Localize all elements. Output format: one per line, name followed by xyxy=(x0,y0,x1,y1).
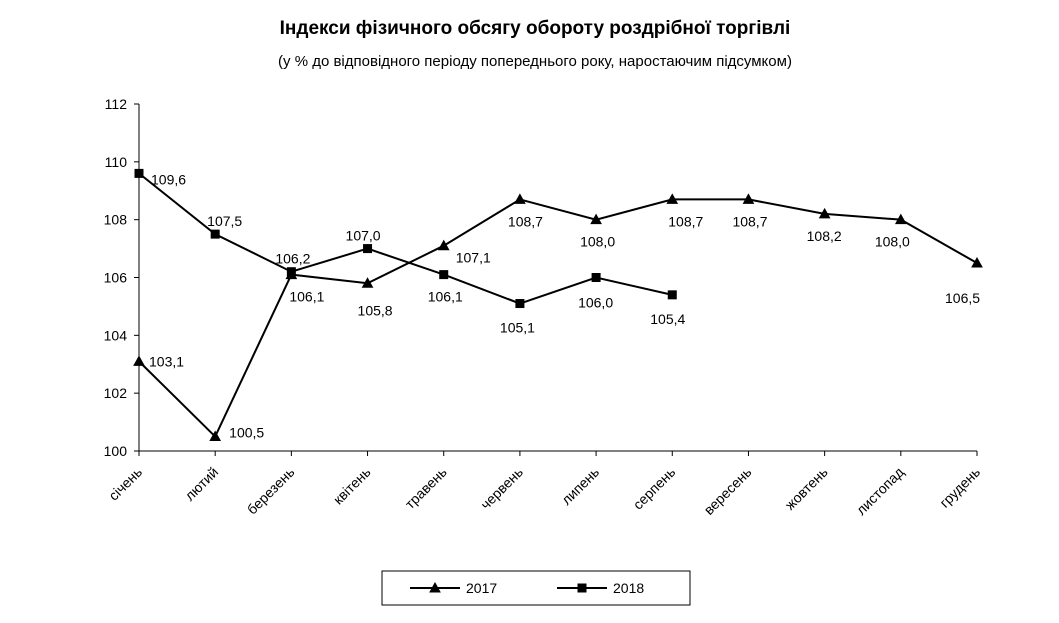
data-label: 108,0 xyxy=(580,234,615,250)
data-label: 107,1 xyxy=(456,250,491,266)
data-label: 106,1 xyxy=(289,289,324,305)
data-point xyxy=(210,229,220,239)
data-label: 106,0 xyxy=(578,295,613,311)
series-line xyxy=(138,198,978,439)
data-label: 108,7 xyxy=(508,213,543,229)
data-label: 108,7 xyxy=(668,213,703,229)
chart-subtitle: (у % до відповідного періоду попередньог… xyxy=(278,53,792,70)
data-point xyxy=(361,277,374,288)
data-point xyxy=(439,270,449,280)
x-tick-label: листопад xyxy=(853,464,907,518)
data-label: 108,7 xyxy=(732,213,767,229)
data-point xyxy=(971,257,983,268)
legend-label: 2018 xyxy=(613,580,644,596)
legend-marker xyxy=(429,581,441,593)
y-tick-label: 104 xyxy=(104,327,128,343)
data-label: 108,0 xyxy=(875,234,910,250)
data-point xyxy=(742,193,755,204)
data-point xyxy=(667,290,677,300)
x-tick-label: січень xyxy=(105,464,145,504)
chart-title: Індекси фізичного обсягу обороту роздріб… xyxy=(280,18,791,39)
data-label: 100,5 xyxy=(229,425,264,441)
data-point xyxy=(515,299,525,309)
y-tick-label: 110 xyxy=(105,154,128,170)
x-tick-label: липень xyxy=(558,464,602,508)
series-line xyxy=(138,172,673,305)
data-point xyxy=(514,193,526,204)
data-label: 107,0 xyxy=(346,228,381,244)
data-point xyxy=(286,267,296,277)
x-tick-label: квітень xyxy=(330,464,374,508)
data-label: 106,5 xyxy=(945,290,980,306)
data-label: 103,1 xyxy=(149,353,184,369)
data-point xyxy=(134,168,144,178)
data-point xyxy=(133,355,145,366)
data-label: 107,5 xyxy=(207,213,242,229)
data-label: 105,1 xyxy=(500,320,535,336)
x-tick-label: грудень xyxy=(936,464,983,511)
y-tick-label: 108 xyxy=(104,212,128,228)
data-point xyxy=(894,213,907,225)
data-point xyxy=(590,213,602,225)
y-tick-label: 102 xyxy=(104,385,128,401)
x-tick-label: червень xyxy=(477,464,526,513)
data-label: 106,2 xyxy=(275,251,310,267)
y-tick-label: 100 xyxy=(104,443,128,459)
data-point xyxy=(363,244,373,254)
x-tick-label: лютий xyxy=(181,464,221,504)
data-point xyxy=(437,239,450,251)
x-tick-label: березень xyxy=(244,464,298,518)
data-point xyxy=(591,273,601,282)
x-tick-label: травень xyxy=(402,464,450,512)
data-label: 109,6 xyxy=(151,171,186,187)
data-label: 106,1 xyxy=(428,289,463,305)
data-label: 105,4 xyxy=(650,311,685,327)
y-tick-label: 112 xyxy=(105,96,128,112)
data-point xyxy=(209,430,222,442)
x-tick-label: вересень xyxy=(701,464,755,518)
data-point xyxy=(818,207,831,219)
y-tick-label: 106 xyxy=(104,270,128,286)
data-label: 108,2 xyxy=(807,228,842,244)
legend-label: 2017 xyxy=(466,580,497,596)
x-tick-label: серпень xyxy=(630,464,679,513)
legend-marker xyxy=(577,583,587,593)
data-point xyxy=(666,193,679,204)
x-tick-label: жовтень xyxy=(782,464,831,513)
data-label: 105,8 xyxy=(358,302,393,318)
